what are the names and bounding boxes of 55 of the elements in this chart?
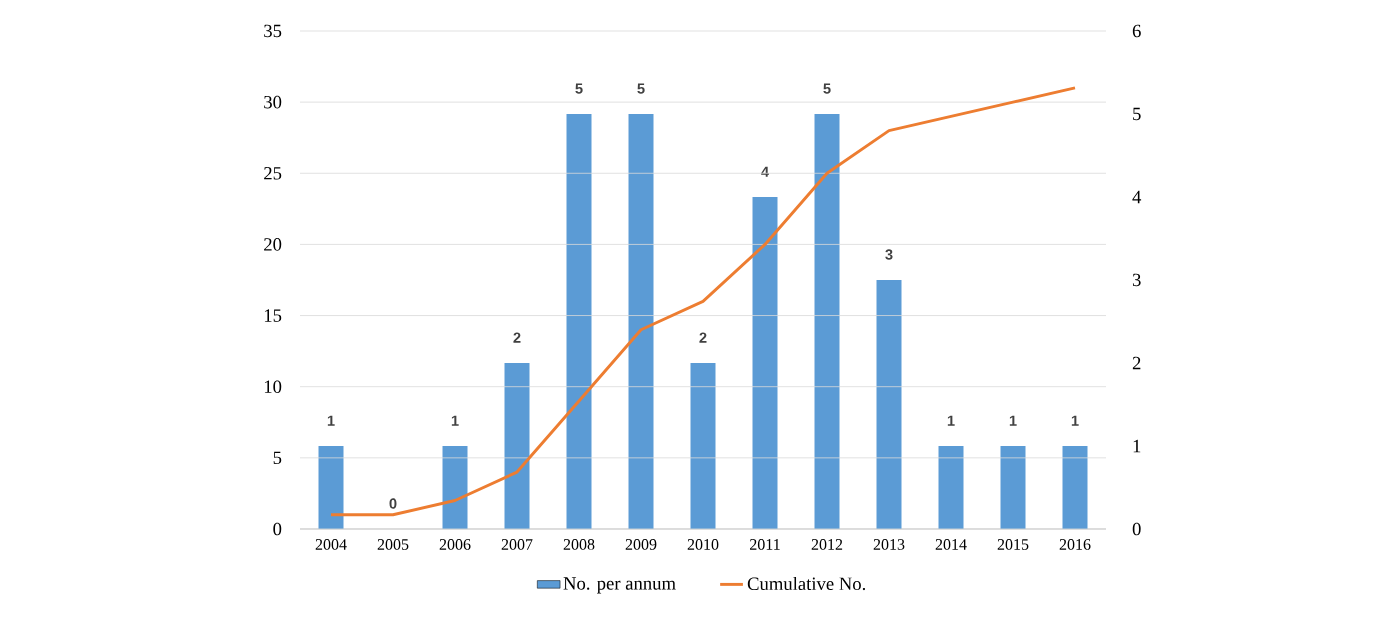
data-label: 2 — [699, 332, 707, 343]
data-label: 5 — [637, 83, 645, 94]
data-label: 1 — [1009, 415, 1017, 426]
bar — [442, 445, 468, 529]
x-tick-label: 2016 — [1059, 539, 1091, 550]
data-label: 1 — [451, 415, 459, 426]
data-label: 1 — [1071, 415, 1079, 426]
data-label: 3 — [885, 249, 893, 260]
legend-label: Cumulative No. — [747, 576, 866, 591]
bar — [938, 445, 964, 529]
y2-tick-label: 4 — [1132, 190, 1142, 204]
bar — [876, 279, 902, 529]
y-tick-label: 20 — [264, 238, 282, 251]
bar — [1062, 445, 1088, 529]
y-tick-label: 35 — [264, 24, 282, 38]
bar — [628, 113, 654, 529]
data-label: 4 — [761, 166, 769, 177]
y-tick-label: 25 — [264, 167, 282, 180]
x-tick-label: 2015 — [997, 539, 1029, 550]
y-tick-label: 0 — [273, 522, 282, 536]
x-tick-label: 2011 — [750, 539, 780, 550]
x-tick-label: 2008 — [563, 539, 595, 550]
data-label: 1 — [327, 415, 335, 426]
y-tick-label: 30 — [264, 95, 282, 109]
y-tick-label: 5 — [273, 451, 282, 465]
x-tick-label: 2012 — [811, 539, 843, 550]
bar — [814, 113, 840, 529]
x-tick-label: 2005 — [377, 539, 409, 550]
data-label: 5 — [823, 83, 831, 94]
x-tick-label: 2007 — [501, 539, 533, 550]
legend-label: No. per annum — [563, 577, 676, 594]
x-tick-label: 2004 — [315, 539, 347, 550]
x-tick-label: 2013 — [873, 539, 905, 550]
x-tick-label: 2014 — [935, 539, 967, 550]
y-tick-label: 15 — [264, 309, 282, 322]
data-label: 0 — [389, 498, 397, 509]
y2-tick-label: 1 — [1133, 439, 1141, 453]
x-tick-label: 2009 — [625, 539, 657, 550]
bar — [1000, 445, 1026, 529]
x-tick-label: 2010 — [687, 539, 719, 550]
bar — [752, 196, 778, 529]
x-tick-label: 2006 — [439, 539, 471, 550]
bar — [690, 362, 716, 529]
bar — [566, 113, 592, 529]
y2-tick-label: 0 — [1132, 522, 1141, 536]
bar — [318, 445, 344, 529]
y-tick-label: 10 — [264, 380, 282, 393]
y2-tick-label: 3 — [1132, 273, 1141, 287]
y2-tick-label: 2 — [1132, 356, 1141, 370]
data-label: 1 — [947, 415, 955, 426]
data-label: 5 — [575, 83, 583, 94]
y2-tick-label: 6 — [1132, 24, 1141, 38]
y2-tick-label: 5 — [1133, 107, 1141, 121]
bar — [504, 362, 530, 529]
data-label: 2 — [513, 332, 521, 343]
